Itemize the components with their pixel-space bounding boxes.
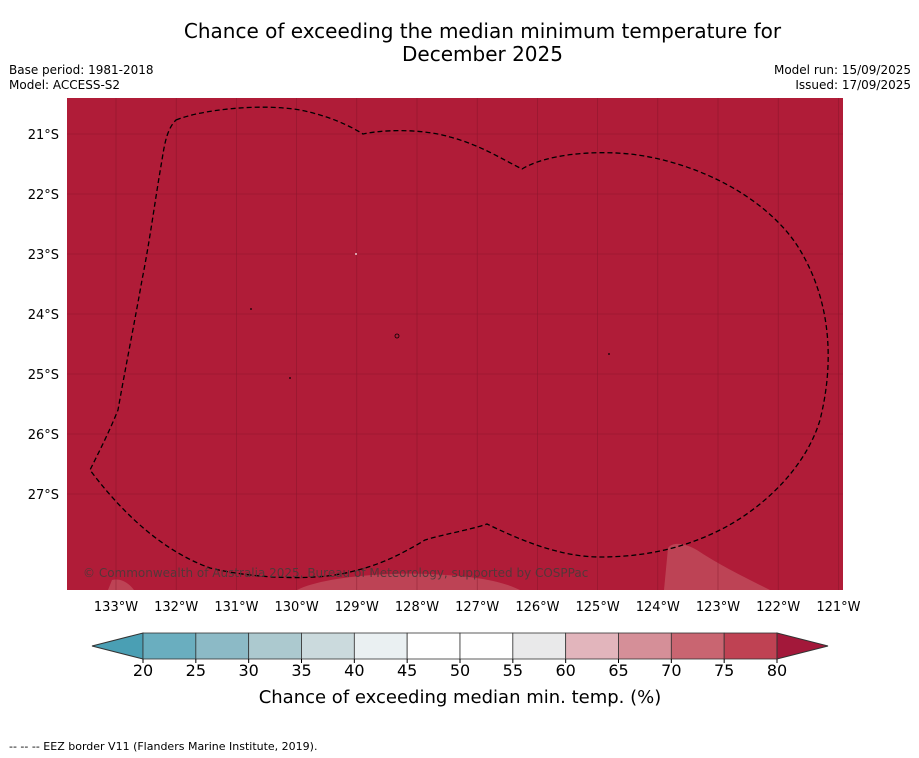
- eez-border: [89, 106, 829, 579]
- colorbar-bin: [618, 632, 672, 660]
- lat-label: 21°S: [28, 128, 59, 143]
- lon-label: 133°W: [94, 600, 138, 615]
- lon-label: 130°W: [275, 600, 319, 615]
- lon-label: 122°W: [756, 600, 800, 615]
- copyright-note: © Commonwealth of Australia 2025, Bureau…: [83, 566, 588, 580]
- colorbar-bin: [459, 632, 514, 660]
- meta-right: Model run: 15/09/2025 Issued: 17/09/2025: [774, 63, 911, 93]
- lon-label: 128°W: [395, 600, 439, 615]
- map-title-line1: Chance of exceeding the median minimum t…: [183, 19, 782, 43]
- colorbar-bin: [565, 632, 619, 660]
- longitude-labels: 133°W 132°W 131°W 130°W 129°W 128°W 127°W 126°W…: [94, 600, 861, 615]
- colorbar-tick-label: 30: [238, 661, 258, 680]
- island: [394, 333, 400, 339]
- lat-label: 27°S: [28, 488, 59, 503]
- colorbar-bin: [670, 632, 725, 660]
- lat-label: 22°S: [28, 188, 59, 203]
- island: [355, 253, 357, 255]
- colorbar-tick-label: 40: [344, 661, 364, 680]
- colorbar-tick-label: 20: [133, 661, 153, 680]
- lat-label: 25°S: [28, 368, 59, 383]
- colorbar-tick-label: 80: [767, 661, 787, 680]
- model-run: Model run: 15/09/2025: [773, 63, 911, 77]
- colorbar: 20 25 30 35 40 45 50 55 60 65 70 75 80 Chance of exc…: [91, 632, 829, 708]
- lighter-patch-southwest: [108, 579, 134, 590]
- colorbar-bin: [142, 632, 197, 660]
- colorbar-bin: [248, 632, 302, 660]
- colorbar-bin: [406, 632, 461, 660]
- map-panel: © Commonwealth of Australia 2025, Bureau…: [67, 98, 843, 590]
- lon-label: 125°W: [576, 600, 620, 615]
- lon-label: 129°W: [335, 600, 379, 615]
- colorbar-tick-label: 25: [186, 661, 206, 680]
- colorbar-tick-label: 35: [291, 661, 311, 680]
- colorbar-tick-label: 60: [555, 661, 575, 680]
- lon-label: 127°W: [455, 600, 499, 615]
- lighter-patch-southeast: [664, 543, 770, 590]
- eez-legend-note: -- -- -- EEZ border V11 (Flanders Marine…: [9, 740, 318, 753]
- map-background: [67, 98, 843, 590]
- lighter-patch-south: [297, 573, 520, 590]
- colorbar-tick-label: 50: [450, 661, 470, 680]
- colorbar-bin: [512, 632, 567, 660]
- colorbar-under-arrow: [91, 632, 144, 660]
- island: [250, 308, 252, 310]
- colorbar-tick-label: 55: [503, 661, 523, 680]
- colorbar-tick-label: 75: [714, 661, 734, 680]
- lon-label: 123°W: [696, 600, 740, 615]
- island: [608, 353, 610, 355]
- colorbar-bin: [723, 632, 778, 660]
- meta-left: Base period: 1981-2018 Model: ACCESS-S2: [9, 63, 154, 93]
- lat-label: 26°S: [28, 428, 59, 443]
- lon-label: 132°W: [154, 600, 198, 615]
- lat-label: 23°S: [28, 248, 59, 263]
- colorbar-bin: [195, 632, 250, 660]
- island: [289, 377, 291, 379]
- map-title-line2: December 2025: [402, 42, 563, 66]
- colorbar-bin: [353, 632, 408, 660]
- lon-label: 131°W: [214, 600, 258, 615]
- lon-label: 124°W: [636, 600, 680, 615]
- latitude-labels: 21°S 22°S 23°S 24°S 25°S 26°S 27°S: [28, 128, 59, 503]
- base-period: Base period: 1981-2018: [9, 63, 154, 77]
- colorbar-tick-label: 45: [397, 661, 417, 680]
- lon-label: 126°W: [515, 600, 559, 615]
- colorbar-tick-label: 65: [608, 661, 628, 680]
- lat-label: 24°S: [28, 308, 59, 323]
- issued-date: Issued: 17/09/2025: [795, 78, 911, 92]
- lon-label: 121°W: [816, 600, 860, 615]
- colorbar-bin: [301, 632, 355, 660]
- colorbar-over-arrow: [776, 632, 829, 660]
- colorbar-tick-label: 70: [661, 661, 681, 680]
- model-name: Model: ACCESS-S2: [9, 78, 121, 92]
- colorbar-label: Chance of exceeding median min. temp. (%…: [259, 687, 662, 708]
